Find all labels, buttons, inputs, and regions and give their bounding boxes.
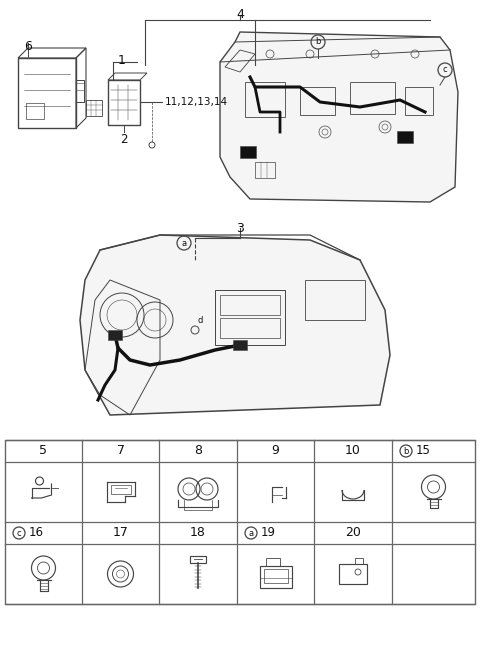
Text: 10: 10 — [345, 444, 361, 457]
Bar — [350, 82, 395, 114]
Text: a: a — [249, 528, 253, 538]
Text: b: b — [315, 38, 321, 46]
Text: 9: 9 — [272, 444, 279, 457]
Text: 16: 16 — [29, 526, 44, 540]
Text: 17: 17 — [113, 526, 129, 540]
Text: 19: 19 — [261, 526, 276, 540]
Text: 5: 5 — [39, 444, 48, 457]
Text: a: a — [181, 239, 187, 247]
Bar — [265, 558, 279, 566]
Bar — [215, 290, 285, 345]
Text: 7: 7 — [117, 444, 124, 457]
Bar — [76, 80, 84, 102]
Text: c: c — [443, 66, 447, 74]
Bar — [108, 330, 122, 340]
Text: 4: 4 — [236, 8, 244, 21]
Polygon shape — [80, 235, 390, 415]
Bar — [220, 318, 280, 338]
Text: 3: 3 — [236, 222, 244, 235]
Text: 2: 2 — [120, 133, 128, 146]
Bar — [233, 340, 247, 350]
Bar — [190, 556, 206, 563]
Bar — [355, 558, 363, 564]
Bar — [220, 295, 280, 315]
Bar — [108, 80, 140, 125]
Bar — [245, 82, 285, 117]
Bar — [405, 87, 433, 115]
Text: 18: 18 — [190, 526, 206, 540]
Bar — [86, 100, 102, 116]
Text: 20: 20 — [345, 526, 361, 540]
Text: b: b — [403, 446, 408, 455]
Bar — [240, 146, 256, 158]
Bar — [26, 103, 44, 119]
Bar — [255, 162, 275, 178]
Bar — [110, 485, 131, 494]
Text: 1: 1 — [118, 54, 126, 67]
Text: 11,12,13,14: 11,12,13,14 — [165, 97, 228, 107]
Text: d: d — [198, 316, 204, 325]
Bar — [264, 569, 288, 583]
Text: c: c — [17, 528, 21, 538]
Bar — [339, 564, 367, 584]
Bar — [260, 566, 291, 588]
Text: 8: 8 — [194, 444, 202, 457]
Text: 6: 6 — [24, 40, 32, 53]
Bar — [5, 440, 475, 604]
Bar — [300, 87, 335, 115]
Text: 15: 15 — [416, 444, 431, 457]
Bar — [18, 58, 76, 128]
Polygon shape — [220, 32, 458, 202]
Bar — [305, 280, 365, 320]
Bar — [397, 131, 413, 143]
